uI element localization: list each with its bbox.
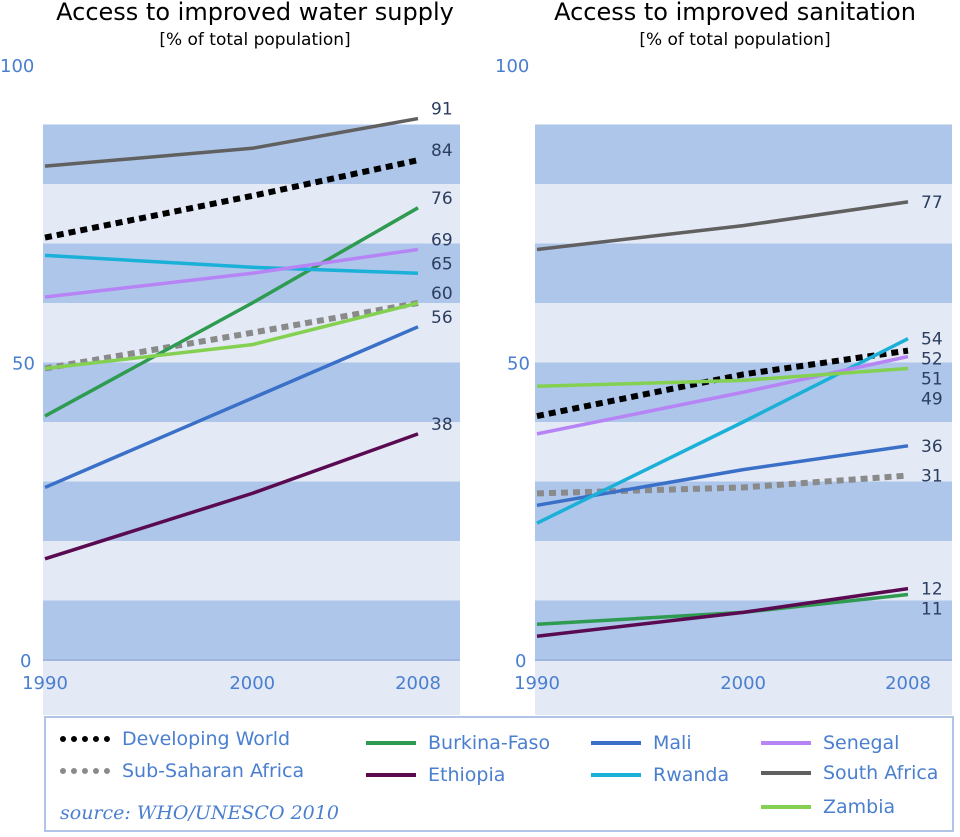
grid-band xyxy=(43,184,460,244)
legend-item: South Africa xyxy=(761,762,938,784)
grid-band xyxy=(43,362,460,422)
y-tick-label: 0 xyxy=(20,651,31,672)
legend-swatch xyxy=(366,741,416,745)
y-tick-label: 0 xyxy=(515,651,526,672)
series-line-senegal xyxy=(536,354,909,436)
legend-swatch xyxy=(60,768,110,774)
end-label: 49 xyxy=(921,390,943,410)
end-label: 52 xyxy=(921,350,943,370)
grid-band xyxy=(43,600,460,660)
charts-svg: 0 50 100 1990 2000 2008 91 84 76 69 65 60 56 38 0 50 100… xyxy=(0,56,952,715)
y-tick-label: 100 xyxy=(495,56,529,77)
grid-band xyxy=(535,600,952,660)
grid-band xyxy=(535,422,952,482)
end-label: 76 xyxy=(431,189,453,209)
left-chart-title: Access to improved water supply xyxy=(56,0,454,26)
end-label: 31 xyxy=(921,467,943,487)
end-label: 11 xyxy=(921,600,943,620)
grid-band xyxy=(43,422,460,482)
x-tick-label: 2008 xyxy=(395,673,441,694)
series-line-ethiopia xyxy=(536,586,909,638)
end-label: 60 xyxy=(431,284,453,304)
y-tick-label: 50 xyxy=(12,354,35,375)
series-line-ethiopia xyxy=(44,432,419,561)
x-tick-label: 1990 xyxy=(514,673,560,694)
end-label: 51 xyxy=(921,370,943,390)
legend-label: Ethiopia xyxy=(428,764,506,786)
legend-swatch xyxy=(591,741,641,745)
series-line-south-africa xyxy=(44,116,419,168)
series-line-burkina-faso xyxy=(44,206,419,418)
grid-band xyxy=(535,124,952,184)
end-label: 38 xyxy=(431,415,453,435)
legend-swatch xyxy=(761,805,811,809)
legend-label: Developing World xyxy=(122,728,291,750)
legend-swatch xyxy=(761,771,811,775)
legend-swatch xyxy=(761,741,811,745)
legend-item: Developing World xyxy=(60,728,290,750)
end-label: 36 xyxy=(921,437,943,457)
series-line-mali xyxy=(44,325,419,490)
series-line-zambia xyxy=(44,301,419,371)
grid-band xyxy=(535,303,952,363)
end-label: 77 xyxy=(921,193,943,213)
legend-label: Rwanda xyxy=(653,764,730,786)
x-tick-label: 2008 xyxy=(885,673,931,694)
legend: Developing World Sub-Saharan Africa Burkin… xyxy=(44,716,954,832)
left-chart-subtitle: [% of total population] xyxy=(159,30,351,50)
legend-label: South Africa xyxy=(823,762,939,784)
series-line-zambia xyxy=(536,366,909,389)
x-tick-label: 1990 xyxy=(22,673,68,694)
legend-item: Burkina-Faso xyxy=(366,732,550,754)
legend-swatch xyxy=(366,773,416,777)
legend-item: Zambia xyxy=(761,796,895,818)
end-label: 65 xyxy=(431,254,453,274)
y-tick-label: 100 xyxy=(0,56,34,77)
right-chart-subtitle: [% of total population] xyxy=(639,30,831,50)
legend-item: Mali xyxy=(591,732,692,754)
grid-band xyxy=(43,124,460,184)
series-line-developing-world xyxy=(536,347,909,419)
series-line-senegal xyxy=(44,247,419,299)
right-chart-title: Access to improved sanitation xyxy=(554,0,916,26)
x-tick-label: 2000 xyxy=(229,673,275,694)
legend-swatch xyxy=(591,773,641,777)
end-label: 69 xyxy=(431,230,453,250)
series-line-rwanda xyxy=(536,337,909,525)
source-note: source: WHO/UNESCO 2010 xyxy=(60,802,339,824)
series-line-developing-world xyxy=(44,157,419,241)
grid-band xyxy=(43,660,460,715)
legend-label: Burkina-Faso xyxy=(428,732,551,754)
series-line-rwanda xyxy=(44,253,419,275)
end-label: 56 xyxy=(431,308,453,328)
grid-band xyxy=(43,481,460,541)
legend-item: Ethiopia xyxy=(366,764,505,786)
grid-band xyxy=(535,243,952,303)
legend-label: Sub-Saharan Africa xyxy=(122,760,305,782)
series-line-sub-saharan-africa xyxy=(536,472,909,497)
series-line-south-africa xyxy=(536,200,909,252)
legend-item: Sub-Saharan Africa xyxy=(60,760,304,782)
x-tick-label: 2000 xyxy=(720,673,766,694)
grid-band xyxy=(535,660,952,715)
series-line-sub-saharan-africa xyxy=(44,300,419,372)
end-label: 91 xyxy=(431,100,453,120)
legend-label: Mali xyxy=(653,732,692,754)
legend-item: Senegal xyxy=(761,732,899,754)
end-label: 54 xyxy=(921,330,943,350)
y-tick-label: 50 xyxy=(507,354,530,375)
series-line-mali xyxy=(536,444,909,508)
end-label: 12 xyxy=(921,580,943,600)
end-label: 84 xyxy=(431,141,453,161)
grid-band xyxy=(43,541,460,601)
legend-swatch xyxy=(60,736,110,742)
legend-label: Zambia xyxy=(823,796,896,818)
grid-band xyxy=(535,184,952,244)
legend-item: Rwanda xyxy=(591,764,729,786)
legend-label: Senegal xyxy=(823,732,900,754)
